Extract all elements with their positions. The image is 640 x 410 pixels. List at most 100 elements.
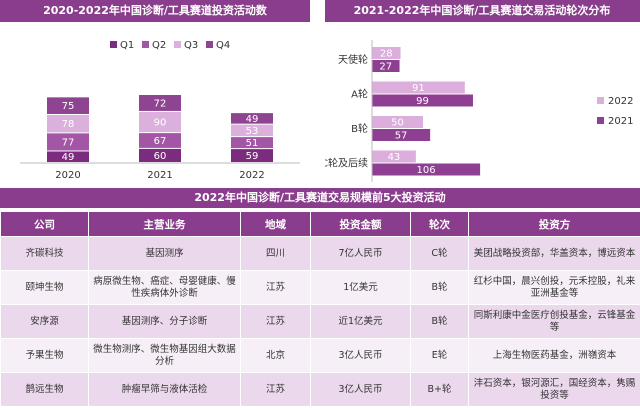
legend-label: Q4	[216, 40, 230, 51]
table-cell: 齐碳科技	[0, 236, 89, 271]
table-cell: E轮	[410, 338, 469, 373]
table-cell: 1亿美元	[310, 270, 411, 305]
legend-swatch	[110, 41, 117, 48]
table-cell: 沣石资本，银河源汇，国经资本，隽赐投资等	[468, 372, 640, 407]
table-cell: 四川	[240, 236, 311, 271]
legend-label: 2021	[608, 116, 633, 127]
table-row: 鹊远生物 肿瘤早筛与液体活检 江苏 3亿人民币 B+轮 沣石资本，银河源汇，国经资本，隽赐…	[0, 372, 640, 407]
title-bar	[325, 0, 640, 22]
table-cell: 7亿人民币	[310, 236, 411, 271]
table-cell: B轮	[410, 304, 469, 339]
bar-segment	[231, 113, 273, 124]
bar-segment	[139, 148, 181, 162]
table-cell: 肿瘤早筛与液体活检	[88, 372, 241, 407]
y-tick-label: A轮	[351, 88, 368, 101]
table-row: 颐坤生物 病原微生物、癌症、母婴健康、慢性疾病体外诊断 江苏 1亿美元 B轮 红杉中国，晨…	[0, 270, 640, 305]
bar-segment	[231, 149, 273, 162]
bar-segment	[139, 133, 181, 148]
y-tick-label: 天使轮	[338, 53, 368, 66]
bar	[372, 81, 465, 94]
chart: 2021-2022年中国诊断/工具赛道交易活动轮次分布 天使轮 28 27 A轮 91 9…	[325, 0, 640, 182]
table-cell: 3亿人民币	[310, 372, 411, 407]
legend-swatch	[597, 117, 604, 124]
table-cell: 鹊远生物	[0, 372, 89, 407]
value-label: 78	[62, 119, 75, 130]
bar-segment	[47, 97, 89, 114]
x-tick-label: 2021	[147, 170, 172, 181]
value-label: 27	[379, 62, 392, 73]
table-row: 予果生物 微生物测序、微生物基因组大数据分析 北京 3亿人民币 E轮 上海生物医药基金，洲…	[0, 338, 640, 373]
bar	[372, 60, 400, 72]
table-panel: 2022年中国诊断/工具赛道交易规模前5大投资活动 公司 主营业务 地域 投资金额 轮次…	[0, 188, 640, 407]
legend-label: Q3	[184, 40, 198, 51]
bar-segment	[231, 137, 273, 149]
legend-label: Q1	[120, 40, 134, 51]
header-row: 公司 主营业务 地域 投资金额 轮次 投资方	[0, 211, 640, 237]
table-cell: C轮	[410, 236, 469, 271]
table-cell: 美团战略投资部，华盖资本，博远资本	[468, 236, 640, 271]
legend-swatch	[597, 97, 604, 104]
value-label: 28	[380, 49, 393, 60]
bar	[372, 47, 401, 59]
value-label: 49	[246, 114, 259, 125]
value-label: 53	[246, 126, 259, 137]
header-cell: 投资方	[468, 211, 640, 237]
table-cell: B轮	[410, 270, 469, 305]
table-cell: 3亿人民币	[310, 338, 411, 373]
table-cell: 基因测序、分子诊断	[88, 304, 241, 339]
table-cell: 微生物测序、微生物基因组大数据分析	[88, 338, 241, 373]
value-label: 99	[416, 96, 429, 107]
value-label: 49	[62, 152, 75, 163]
table-cell: 上海生物医药基金，洲嶺资本	[468, 338, 640, 373]
table-cell: 江苏	[240, 304, 311, 339]
value-label: 77	[62, 137, 75, 148]
value-label: 72	[154, 98, 167, 109]
bar	[372, 116, 423, 128]
header-cell: 地域	[240, 211, 311, 237]
bar-segment	[231, 124, 273, 137]
bar-segment	[139, 111, 181, 133]
bar	[372, 150, 416, 163]
header-cell: 主营业务	[88, 211, 241, 237]
table-row: 安序源 基因测序、分子诊断 江苏 近1亿美元 B轮 同斯利康中金医疗创投基金，云锋基金等	[0, 304, 640, 339]
value-label: 90	[154, 118, 167, 129]
title-bar	[0, 0, 310, 22]
table-cell: 予果生物	[0, 338, 89, 373]
header-cell: 轮次	[410, 211, 469, 237]
bar-segment	[139, 95, 181, 111]
table-cell: B+轮	[410, 372, 469, 407]
legend-swatch	[206, 41, 213, 48]
x-tick-label: 2022	[239, 170, 264, 181]
value-label: 43	[388, 152, 401, 163]
table-cell: 江苏	[240, 270, 311, 305]
chart: 2020-2022年中国诊断/工具赛道投资活动数 Q1 Q2 Q3 Q4 49 77 78 7…	[0, 0, 310, 181]
bar-segment	[47, 133, 89, 151]
table-cell: 颐坤生物	[0, 270, 89, 305]
bar	[372, 94, 473, 107]
table-cell: 安序源	[0, 304, 89, 339]
legend-label: 2022	[608, 96, 633, 107]
table-cell: 基因测序	[88, 236, 241, 271]
value-label: 50	[391, 118, 404, 129]
header-cell: 投资金额	[310, 211, 411, 237]
value-label: 75	[62, 101, 75, 112]
table-row: 齐碳科技 基因测序 四川 7亿人民币 C轮 美团战略投资部，华盖资本，博远资本	[0, 236, 640, 271]
bar	[372, 163, 481, 176]
chart-title: 2021-2022年中国诊断/工具赛道交易活动轮次分布	[354, 3, 611, 17]
value-label: 59	[246, 151, 259, 162]
table-cell: 近1亿美元	[310, 304, 411, 339]
value-label: 60	[154, 151, 167, 162]
table-cell: 红杉中国，晨兴创投，元禾控股，礼来亚洲基金等	[468, 270, 640, 305]
value-label: 91	[412, 83, 425, 94]
table-cell: 同斯利康中金医疗创投基金，云锋基金等	[468, 304, 640, 339]
y-tick-label: C轮及后续	[325, 157, 368, 170]
legend-swatch	[142, 41, 149, 48]
legend-swatch	[174, 41, 181, 48]
table-title: 2022年中国诊断/工具赛道交易规模前5大投资活动	[0, 188, 640, 208]
table-cell: 北京	[240, 338, 311, 373]
y-tick-label: B轮	[351, 122, 368, 135]
bar-segment	[47, 115, 89, 133]
legend-label: Q2	[152, 40, 166, 51]
chart-title: 2020-2022年中国诊断/工具赛道投资活动数	[43, 3, 268, 17]
